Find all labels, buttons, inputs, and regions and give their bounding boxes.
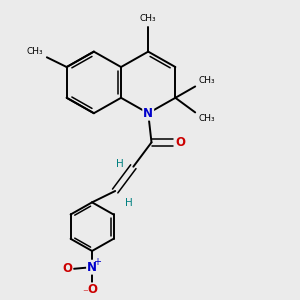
Text: ⁻: ⁻	[82, 289, 88, 299]
Text: CH₃: CH₃	[27, 47, 44, 56]
Text: O: O	[175, 136, 185, 149]
Text: +: +	[93, 257, 101, 267]
Text: H: H	[116, 159, 124, 169]
Text: N: N	[143, 107, 153, 120]
Text: N: N	[87, 261, 97, 274]
Text: CH₃: CH₃	[199, 76, 215, 85]
Text: CH₃: CH₃	[199, 114, 215, 123]
Text: H: H	[125, 198, 133, 208]
Text: O: O	[62, 262, 72, 275]
Text: O: O	[87, 284, 97, 296]
Text: CH₃: CH₃	[140, 14, 157, 23]
